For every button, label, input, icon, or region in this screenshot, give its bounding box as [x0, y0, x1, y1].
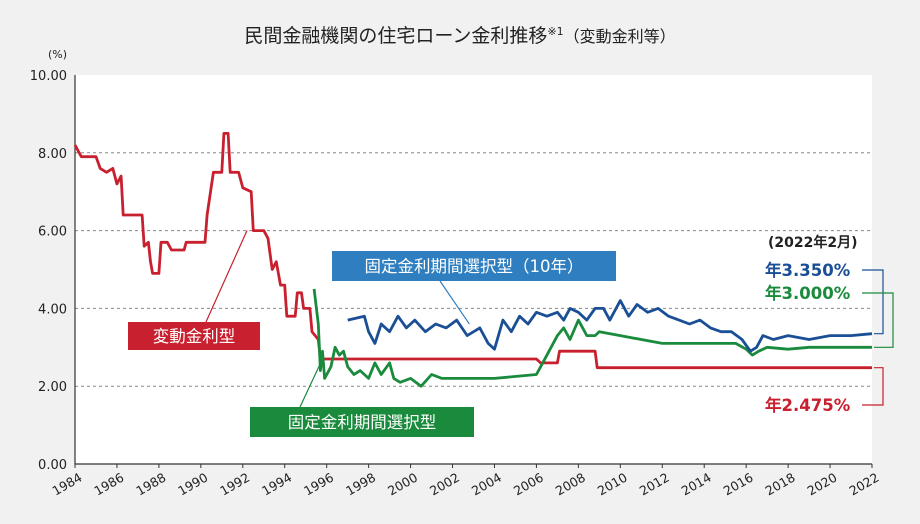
annotation-label: 変動金利型 [153, 327, 236, 346]
chart-title: 民間金融機関の住宅ローン金利推移※1（変動金利等） [244, 25, 675, 47]
x-tick-label: 2016 [721, 470, 756, 499]
series-line-3 [347, 299, 873, 353]
annotation-label: 固定金利期間選択型 [288, 413, 437, 432]
x-tick-label: 2000 [385, 470, 420, 499]
end-value-label: 年3.000% [765, 283, 851, 303]
x-tick-label: 2006 [511, 470, 546, 499]
x-tick-label: 2014 [679, 470, 714, 499]
x-tick-label: 2018 [763, 470, 798, 499]
end-value-bracket [862, 367, 884, 406]
x-tick-label: 2012 [637, 470, 672, 499]
x-tick-label: 1998 [343, 470, 378, 499]
end-value-bracket [862, 292, 894, 348]
y-tick-label: 4.00 [38, 302, 67, 317]
annotation-leader-line [439, 280, 470, 325]
end-value-label: 年3.350% [765, 260, 851, 280]
annotation-box [332, 251, 616, 281]
x-tick-label: 1988 [133, 470, 168, 499]
x-tick-label: 2020 [805, 470, 840, 499]
annotation-leader-line [205, 230, 248, 323]
x-tick-label: 1984 [49, 470, 84, 499]
annotation-box [128, 322, 260, 350]
y-tick-label: 0.00 [38, 458, 67, 473]
x-tick-label: 1994 [259, 470, 294, 499]
x-tick-label: 1986 [91, 470, 126, 499]
annotation-box [250, 407, 474, 437]
y-tick-label: 2.00 [38, 380, 67, 395]
series-line-2 [312, 288, 872, 388]
x-tick-label: 2008 [553, 470, 588, 499]
chart-title-main: 民間金融機関の住宅ローン金利推移 [244, 25, 547, 47]
y-tick-label: 10.00 [30, 69, 67, 84]
x-tick-label: 2022 [846, 470, 881, 499]
x-tick-label: 2002 [427, 470, 462, 499]
x-tick-label: 1996 [301, 470, 336, 499]
x-tick-label: 2004 [469, 470, 504, 499]
date-label: (2022年2月) [768, 234, 858, 251]
end-value-label: 年2.475% [765, 395, 851, 415]
annotation-label: 固定金利期間選択型（10年） [365, 257, 584, 276]
x-tick-label: 2010 [595, 470, 630, 499]
x-tick-label: 1990 [175, 470, 210, 499]
y-tick-label: 6.00 [38, 225, 67, 240]
x-tick-label: 1992 [217, 470, 252, 499]
series-line-1 [73, 131, 872, 370]
annotation-leader-line [299, 358, 324, 408]
chart-title-note: ※1 [547, 25, 563, 38]
end-value-bracket [862, 269, 884, 335]
y-tick-label: 8.00 [38, 147, 67, 162]
chart-title-suffix: （変動金利等） [564, 27, 676, 46]
y-axis-unit-label: (%) [48, 48, 67, 61]
